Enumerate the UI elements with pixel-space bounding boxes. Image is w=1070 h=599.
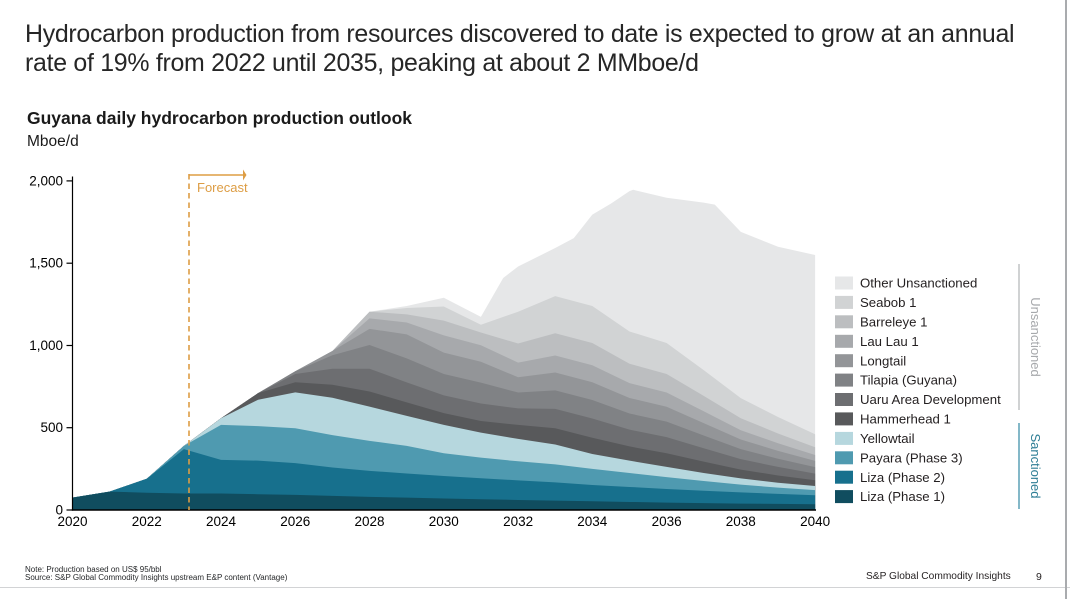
svg-text:Other Unsanctioned: Other Unsanctioned xyxy=(860,276,977,291)
svg-text:2034: 2034 xyxy=(577,514,608,529)
svg-text:1,000: 1,000 xyxy=(29,338,63,353)
svg-text:2026: 2026 xyxy=(280,514,310,529)
svg-text:Unsanctioned: Unsanctioned xyxy=(1028,297,1043,377)
svg-text:Forecast: Forecast xyxy=(197,180,248,195)
svg-text:2028: 2028 xyxy=(354,514,384,529)
svg-text:1,500: 1,500 xyxy=(29,256,63,271)
svg-text:Yellowtail: Yellowtail xyxy=(860,431,915,446)
svg-text:Longtail: Longtail xyxy=(860,353,906,368)
svg-text:Uaru Area Development: Uaru Area Development xyxy=(860,392,1001,407)
svg-text:2030: 2030 xyxy=(429,514,459,529)
svg-text:2020: 2020 xyxy=(57,514,87,529)
svg-text:Barreleye 1: Barreleye 1 xyxy=(860,314,927,329)
svg-text:2038: 2038 xyxy=(726,514,756,529)
svg-text:Hammerhead 1: Hammerhead 1 xyxy=(860,412,951,427)
svg-text:Sanctioned: Sanctioned xyxy=(1028,433,1043,498)
svg-text:0: 0 xyxy=(55,503,63,518)
svg-text:Tilapia (Guyana): Tilapia (Guyana) xyxy=(860,373,957,388)
svg-text:Seabob 1: Seabob 1 xyxy=(860,295,916,310)
svg-text:Lau Lau 1: Lau Lau 1 xyxy=(860,334,919,349)
svg-text:2,000: 2,000 xyxy=(29,173,63,188)
svg-text:Liza (Phase 2): Liza (Phase 2) xyxy=(860,470,945,485)
svg-text:2022: 2022 xyxy=(132,514,162,529)
svg-text:500: 500 xyxy=(40,420,63,435)
svg-text:Payara (Phase 3): Payara (Phase 3) xyxy=(860,450,963,465)
svg-text:2032: 2032 xyxy=(503,514,533,529)
svg-text:2024: 2024 xyxy=(206,514,237,529)
svg-text:2036: 2036 xyxy=(652,514,682,529)
svg-text:Liza (Phase 1): Liza (Phase 1) xyxy=(860,489,945,504)
svg-text:2040: 2040 xyxy=(800,514,830,529)
